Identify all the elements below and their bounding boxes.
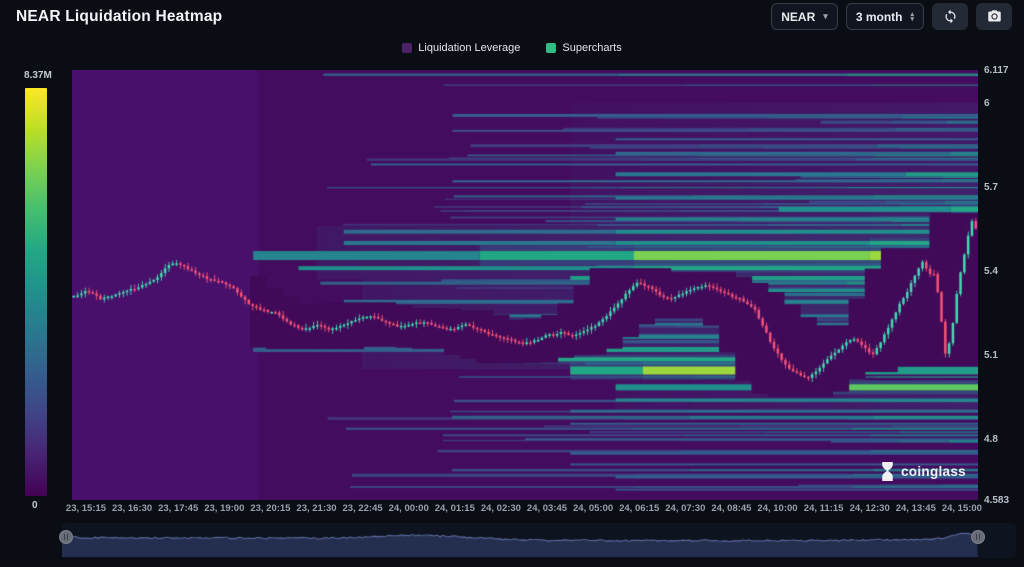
time-axis-label: 24, 00:00 bbox=[388, 503, 429, 514]
price-axis-label: 4.583 bbox=[984, 495, 1010, 506]
time-axis-label: 23, 15:15 bbox=[65, 503, 107, 514]
time-axis-label: 23, 17:45 bbox=[158, 503, 199, 514]
legend: Liquidation Leverage Supercharts bbox=[0, 42, 1024, 54]
time-axis[interactable]: 23, 15:15 23, 16:30 23, 17:45 23, 19:00 23, … bbox=[0, 503, 1024, 517]
time-axis-label: 23, 20:15 bbox=[250, 503, 291, 514]
period-select-value: 3 month bbox=[855, 9, 903, 24]
time-axis-label: 24, 13:45 bbox=[895, 503, 936, 514]
liquidation-heatmap-canvas[interactable] bbox=[72, 70, 978, 500]
screenshot-button[interactable] bbox=[976, 3, 1012, 30]
time-axis-label: 24, 01:15 bbox=[434, 503, 475, 514]
time-axis-label: 24, 10:00 bbox=[757, 503, 798, 514]
coinglass-watermark-text: coinglass bbox=[901, 464, 966, 479]
time-axis-label: 23, 22:45 bbox=[342, 503, 383, 514]
legend-item[interactable]: Supercharts bbox=[546, 42, 622, 54]
header-controls: NEAR ▾ 3 month ▴ ▾ bbox=[771, 3, 1012, 30]
navigator-right-handle[interactable] bbox=[971, 530, 985, 544]
time-axis-label: 24, 12:30 bbox=[849, 503, 890, 514]
refresh-icon bbox=[945, 9, 955, 24]
legend-item[interactable]: Liquidation Leverage bbox=[402, 42, 520, 54]
period-select[interactable]: 3 month ▴ ▾ bbox=[845, 3, 924, 30]
time-axis-label: 24, 07:30 bbox=[665, 503, 706, 514]
time-axis-label: 24, 03:45 bbox=[526, 503, 568, 514]
navigator-left-handle[interactable] bbox=[59, 530, 73, 544]
colorbar bbox=[25, 88, 47, 496]
navigator-chart-canvas[interactable] bbox=[62, 524, 1016, 557]
price-axis-label: 6.117 bbox=[984, 65, 1009, 76]
time-axis-label: 24, 06:15 bbox=[619, 503, 660, 514]
time-axis-label: 24, 08:45 bbox=[711, 503, 752, 514]
refresh-button[interactable] bbox=[932, 3, 968, 30]
legend-swatch-icon bbox=[546, 43, 557, 53]
time-axis-label: 23, 21:30 bbox=[296, 503, 337, 514]
chevron-down-icon: ▾ bbox=[823, 11, 828, 21]
price-axis[interactable]: 6.117 6 5.7 5.4 5.1 4.8 4.583 bbox=[982, 0, 1024, 520]
spinner-arrows-icon: ▴ ▾ bbox=[910, 10, 914, 23]
time-axis-label: 24, 15:00 bbox=[941, 503, 982, 514]
price-axis-label: 4.8 bbox=[984, 434, 998, 446]
colorbar-max-label: 8.37M bbox=[24, 70, 52, 81]
time-axis-label: 24, 05:00 bbox=[573, 503, 614, 514]
legend-label: Liquidation Leverage bbox=[418, 42, 521, 54]
colorbar-min-label: 0 bbox=[32, 500, 38, 511]
legend-label: Supercharts bbox=[562, 42, 622, 54]
symbol-select-value: NEAR bbox=[781, 9, 816, 24]
page-title: NEAR Liquidation Heatmap bbox=[16, 8, 223, 25]
time-axis-label: 24, 02:30 bbox=[480, 503, 521, 514]
legend-swatch-icon bbox=[402, 43, 413, 53]
time-axis-label: 23, 19:00 bbox=[204, 503, 245, 514]
time-axis-label: 23, 16:30 bbox=[112, 503, 153, 514]
price-axis-label: 5.1 bbox=[984, 350, 998, 362]
price-axis-label: 5.4 bbox=[984, 265, 998, 277]
price-axis-label: 6 bbox=[984, 97, 990, 109]
coinglass-logo-icon bbox=[882, 462, 893, 481]
price-axis-label: 5.7 bbox=[984, 181, 998, 193]
time-axis-label: 24, 11:15 bbox=[803, 503, 844, 514]
camera-icon bbox=[987, 10, 1001, 22]
coinglass-watermark: coinglass bbox=[880, 462, 966, 481]
navigator-track[interactable] bbox=[59, 523, 1016, 558]
symbol-select[interactable]: NEAR ▾ bbox=[771, 3, 838, 30]
